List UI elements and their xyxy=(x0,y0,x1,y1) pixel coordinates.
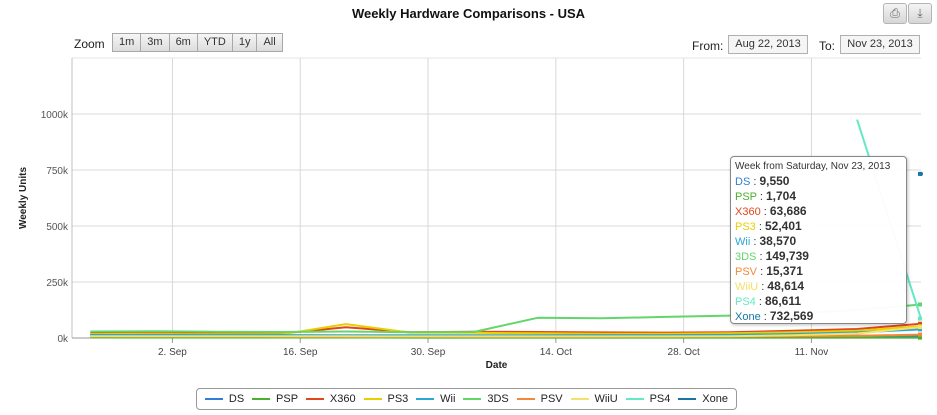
legend-label: PS3 xyxy=(387,393,409,405)
tooltip-row: Xone : 732,569 xyxy=(735,309,814,323)
legend-item-wii[interactable]: Wii xyxy=(416,393,455,405)
tooltip-series-value: 1,704 xyxy=(765,189,797,203)
tooltip-row: PSV : 15,371 xyxy=(735,264,803,278)
legend-swatch xyxy=(204,398,223,400)
series-marker-ps4 xyxy=(918,316,922,321)
legend-item-ps4[interactable]: PS4 xyxy=(625,393,671,405)
legend-label: PSV xyxy=(540,393,563,405)
tooltip-row: 3DS : 149,739 xyxy=(735,249,809,263)
x-tick-label: 16. Sep xyxy=(283,347,318,358)
x-tick-label: 28. Oct xyxy=(668,347,700,358)
x-tick-label: 11. Nov xyxy=(795,347,829,358)
legend-label: Xone xyxy=(702,393,728,405)
legend-swatch xyxy=(570,398,589,400)
line-chart: 0k 250k 500k 750k 1000k 2. Sep 16. Sep 30. Sep 1… xyxy=(18,57,923,371)
tooltip-header: Week from Saturday, Nov 23, 2013 xyxy=(735,161,891,172)
series-marker-xone xyxy=(918,171,922,176)
legend-item-psp[interactable]: PSP xyxy=(252,393,298,405)
tooltip-series-name: 3DS xyxy=(735,251,757,263)
y-tick-label: 500k xyxy=(46,222,69,233)
y-axis-label: Weekly Units xyxy=(18,167,29,229)
tooltip-series-value: 15,371 xyxy=(766,264,803,278)
from-date-input[interactable]: Aug 22, 2013 xyxy=(728,35,808,54)
legend-item-3ds[interactable]: 3DS xyxy=(463,393,509,405)
tooltip-series-name: X360 xyxy=(735,206,761,218)
tooltip-series-value: 732,569 xyxy=(769,309,814,323)
x-tick-label: 30. Sep xyxy=(411,347,446,358)
series-marker-3ds xyxy=(918,302,922,307)
from-label: From: xyxy=(692,39,724,53)
tooltip-row: Wii : 38,570 xyxy=(735,234,797,248)
y-tick-label: 1000k xyxy=(41,110,69,121)
y-tick-label: 750k xyxy=(46,166,69,177)
data-tooltip: Week from Saturday, Nov 23, 2013 DS : 9,… xyxy=(730,156,907,324)
series-marker-wiiu xyxy=(918,325,922,330)
tooltip-series-value: 38,570 xyxy=(759,234,797,248)
legend-label: WiiU xyxy=(594,393,618,405)
tooltip-series-name: Wii xyxy=(735,236,751,248)
tooltip-series-value: 149,739 xyxy=(765,249,809,263)
tooltip-series-name: WiiU xyxy=(735,281,759,293)
zoom-button-3m[interactable]: 3m xyxy=(140,33,170,52)
legend-item-ds[interactable]: DS xyxy=(204,393,245,405)
legend-item-ps3[interactable]: PS3 xyxy=(363,393,409,405)
legend-label: 3DS xyxy=(487,393,509,405)
y-tick-label: 250k xyxy=(46,278,69,289)
tooltip-series-name: PS3 xyxy=(735,221,756,233)
legend-label: X360 xyxy=(329,393,356,405)
tooltip-series-name: PS4 xyxy=(735,296,756,308)
series-marker-psp xyxy=(918,335,922,340)
download-icon[interactable]: ⤓ xyxy=(908,3,932,24)
legend-item-wiiu[interactable]: WiiU xyxy=(570,393,618,405)
legend-label: PSP xyxy=(276,393,299,405)
tooltip-series-value: 9,550 xyxy=(759,174,790,188)
series-line-wiiu xyxy=(90,326,922,338)
legend-swatch xyxy=(416,398,435,400)
to-date-input[interactable]: Nov 23, 2013 xyxy=(840,35,920,54)
legend-swatch xyxy=(252,398,271,400)
tooltip-series-name: DS xyxy=(735,176,751,188)
series-marker-x360 xyxy=(918,321,922,326)
legend-swatch xyxy=(463,398,482,400)
tooltip-series-value: 63,686 xyxy=(769,204,807,218)
tooltip-series-value: 86,611 xyxy=(764,294,802,308)
series-line-wii xyxy=(90,328,922,337)
printer-icon[interactable]: ⎙ xyxy=(883,3,907,24)
legend-label: PS4 xyxy=(649,393,671,405)
chart-legend: DS PSP X360 PS3 Wii 3DS PSV WiiU PS4 Xone xyxy=(196,388,737,410)
legend-label: Wii xyxy=(440,393,456,405)
legend-item-xone[interactable]: Xone xyxy=(678,393,728,405)
x-tick-label: 2. Sep xyxy=(158,347,187,358)
tooltip-series-name: PSV xyxy=(735,266,758,278)
tooltip-series-value: 48,614 xyxy=(767,279,805,293)
zoom-button-all[interactable]: All xyxy=(256,33,283,52)
series-marker-wii xyxy=(918,327,922,332)
tooltip-row: X360 : 63,686 xyxy=(735,204,807,218)
legend-swatch xyxy=(625,398,644,400)
legend-label: DS xyxy=(228,393,245,405)
legend-swatch xyxy=(305,398,324,400)
tooltip-series-name: PSP xyxy=(735,191,757,203)
zoom-button-1m[interactable]: 1m xyxy=(112,33,142,52)
zoom-button-group: 1m 3m 6m YTD 1y All xyxy=(112,33,283,52)
tooltip-row: PSP : 1,704 xyxy=(735,189,797,203)
legend-swatch xyxy=(516,398,535,400)
tooltip-row: DS : 9,550 xyxy=(735,174,790,188)
x-tick-label: 14. Oct xyxy=(540,347,572,358)
tooltip-series-value: 52,401 xyxy=(764,219,802,233)
tooltip-row: PS3 : 52,401 xyxy=(735,219,802,233)
y-tick-label: 0k xyxy=(57,334,69,345)
tooltip-row: WiiU : 48,614 xyxy=(735,279,805,293)
tooltip-row: PS4 : 86,611 xyxy=(735,294,802,308)
series-marker-psv xyxy=(918,332,922,337)
tooltip-series-name: Xone xyxy=(735,311,761,323)
legend-item-psv[interactable]: PSV xyxy=(516,393,563,405)
x-axis-label: Date xyxy=(486,360,508,371)
zoom-label: Zoom xyxy=(74,37,105,51)
legend-item-x360[interactable]: X360 xyxy=(305,393,356,405)
chart-title: Weekly Hardware Comparisons - USA xyxy=(351,6,586,21)
to-label: To: xyxy=(819,39,836,53)
legend-swatch xyxy=(363,398,382,400)
legend-swatch xyxy=(678,398,697,400)
